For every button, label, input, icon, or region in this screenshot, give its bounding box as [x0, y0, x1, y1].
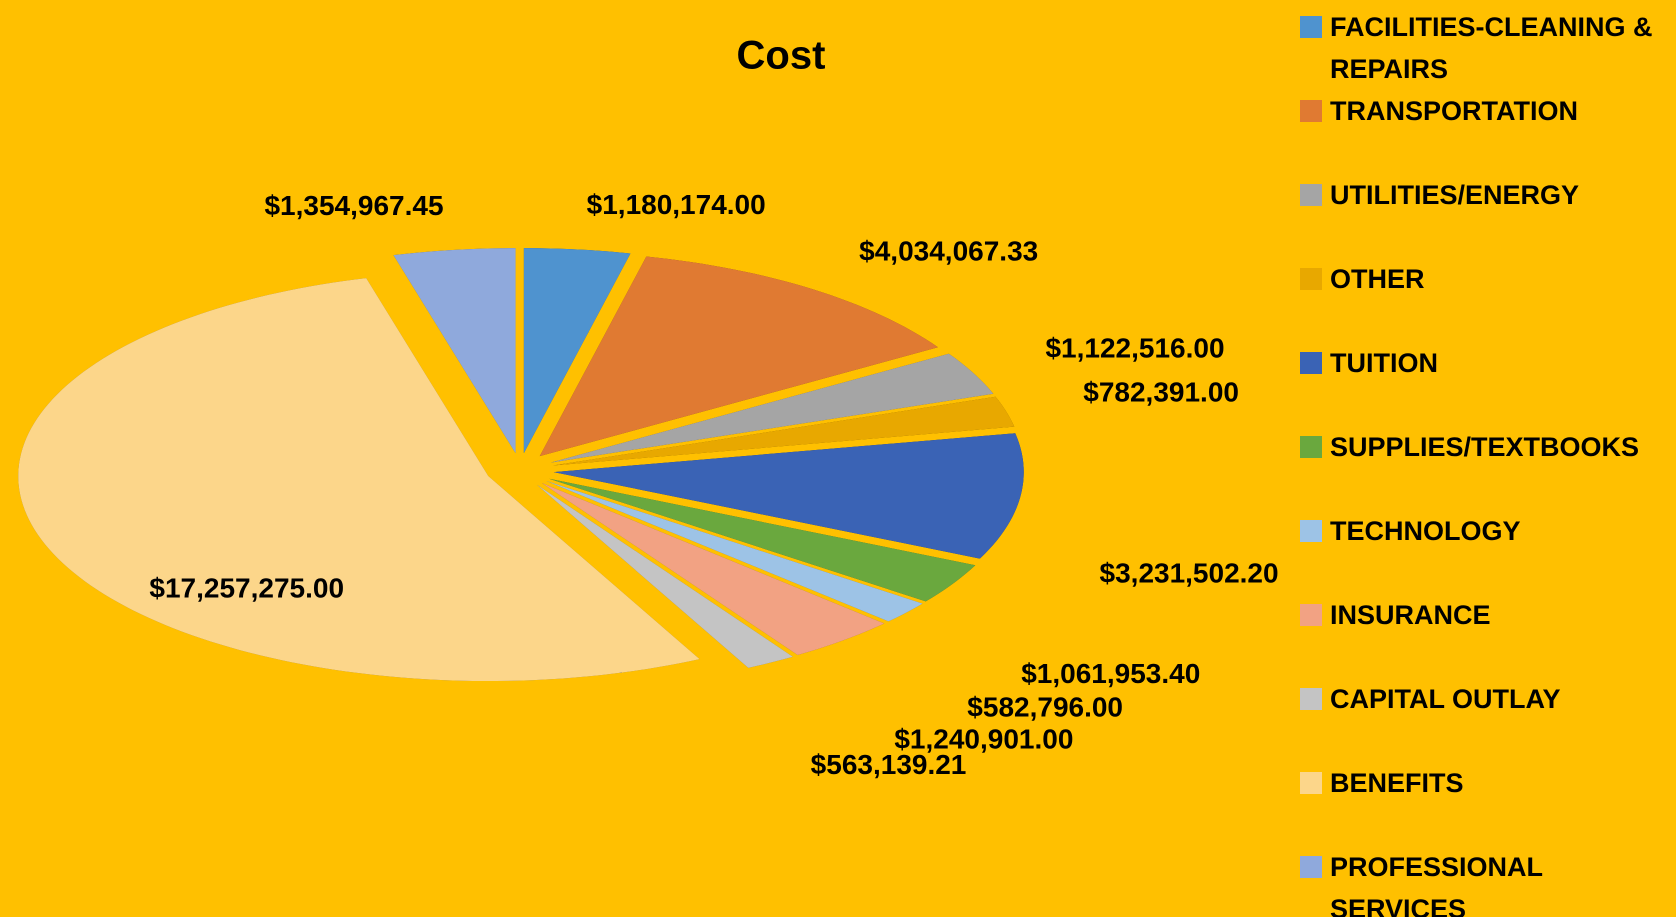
legend-swatch — [1300, 436, 1322, 458]
legend-item: UTILITIES/ENERGY — [1300, 174, 1670, 258]
legend-swatch — [1300, 856, 1322, 878]
slice — [553, 433, 1024, 559]
legend-label: SUPPLIES/TEXTBOOKS — [1330, 432, 1640, 462]
slice — [541, 483, 885, 656]
legend-item: FACILITIES-CLEANING & REPAIRS — [1300, 6, 1670, 90]
slice — [546, 480, 923, 622]
legend-label: OTHER — [1330, 264, 1425, 294]
legend-label: INSURANCE — [1330, 600, 1491, 630]
slice — [18, 278, 700, 682]
legend-item: TECHNOLOGY — [1300, 510, 1670, 594]
chart-title: Cost — [737, 34, 826, 78]
legend-label: FACILITIES-CLEANING & REPAIRS — [1330, 12, 1653, 84]
legend-item: INSURANCE — [1300, 594, 1670, 678]
legend-swatch — [1300, 688, 1322, 710]
slice — [523, 248, 631, 454]
legend-swatch — [1300, 100, 1322, 122]
slice — [550, 353, 994, 463]
legend-item: OTHER — [1300, 258, 1670, 342]
data-label: $1,122,516.00 — [1045, 332, 1224, 363]
legend-swatch — [1300, 772, 1322, 794]
slice — [539, 256, 938, 457]
data-label: $582,796.00 — [967, 691, 1123, 722]
legend-swatch — [1300, 16, 1322, 38]
data-label: $1,061,953.40 — [1021, 658, 1200, 689]
legend-label: TECHNOLOGY — [1330, 516, 1521, 546]
legend-swatch — [1300, 352, 1322, 374]
slice — [536, 484, 793, 668]
legend-label: TRANSPORTATION — [1330, 96, 1578, 126]
legend-item: PROFESSIONAL SERVICES — [1300, 846, 1670, 917]
legend-label: CAPITAL OUTLAY — [1330, 684, 1561, 714]
legend-item: TUITION — [1300, 342, 1670, 426]
data-label: $1,354,967.45 — [264, 190, 443, 221]
legend-item: BENEFITS — [1300, 762, 1670, 846]
slice — [552, 396, 1015, 466]
legend-swatch — [1300, 604, 1322, 626]
data-label: $563,139.21 — [811, 749, 967, 780]
data-label: $3,231,502.20 — [1100, 558, 1279, 589]
legend-item: TRANSPORTATION — [1300, 90, 1670, 174]
data-label: $17,257,275.00 — [149, 572, 344, 603]
legend-swatch — [1300, 184, 1322, 206]
data-label: $1,180,174.00 — [587, 189, 766, 220]
legend-label: UTILITIES/ENERGY — [1330, 180, 1580, 210]
legend: FACILITIES-CLEANING & REPAIRS TRANSPORTAT… — [1300, 6, 1670, 917]
slice — [549, 478, 976, 602]
legend-label: BENEFITS — [1330, 768, 1464, 798]
data-label: $782,391.00 — [1083, 377, 1239, 408]
data-label: $1,240,901.00 — [894, 723, 1073, 754]
legend-item: SUPPLIES/TEXTBOOKS — [1300, 426, 1670, 510]
data-label: $4,034,067.33 — [859, 235, 1038, 266]
legend-item: CAPITAL OUTLAY — [1300, 678, 1670, 762]
legend-label: TUITION — [1330, 348, 1438, 378]
legend-swatch — [1300, 520, 1322, 542]
legend-swatch — [1300, 268, 1322, 290]
slice — [393, 248, 516, 454]
legend-label: PROFESSIONAL SERVICES — [1330, 852, 1543, 917]
